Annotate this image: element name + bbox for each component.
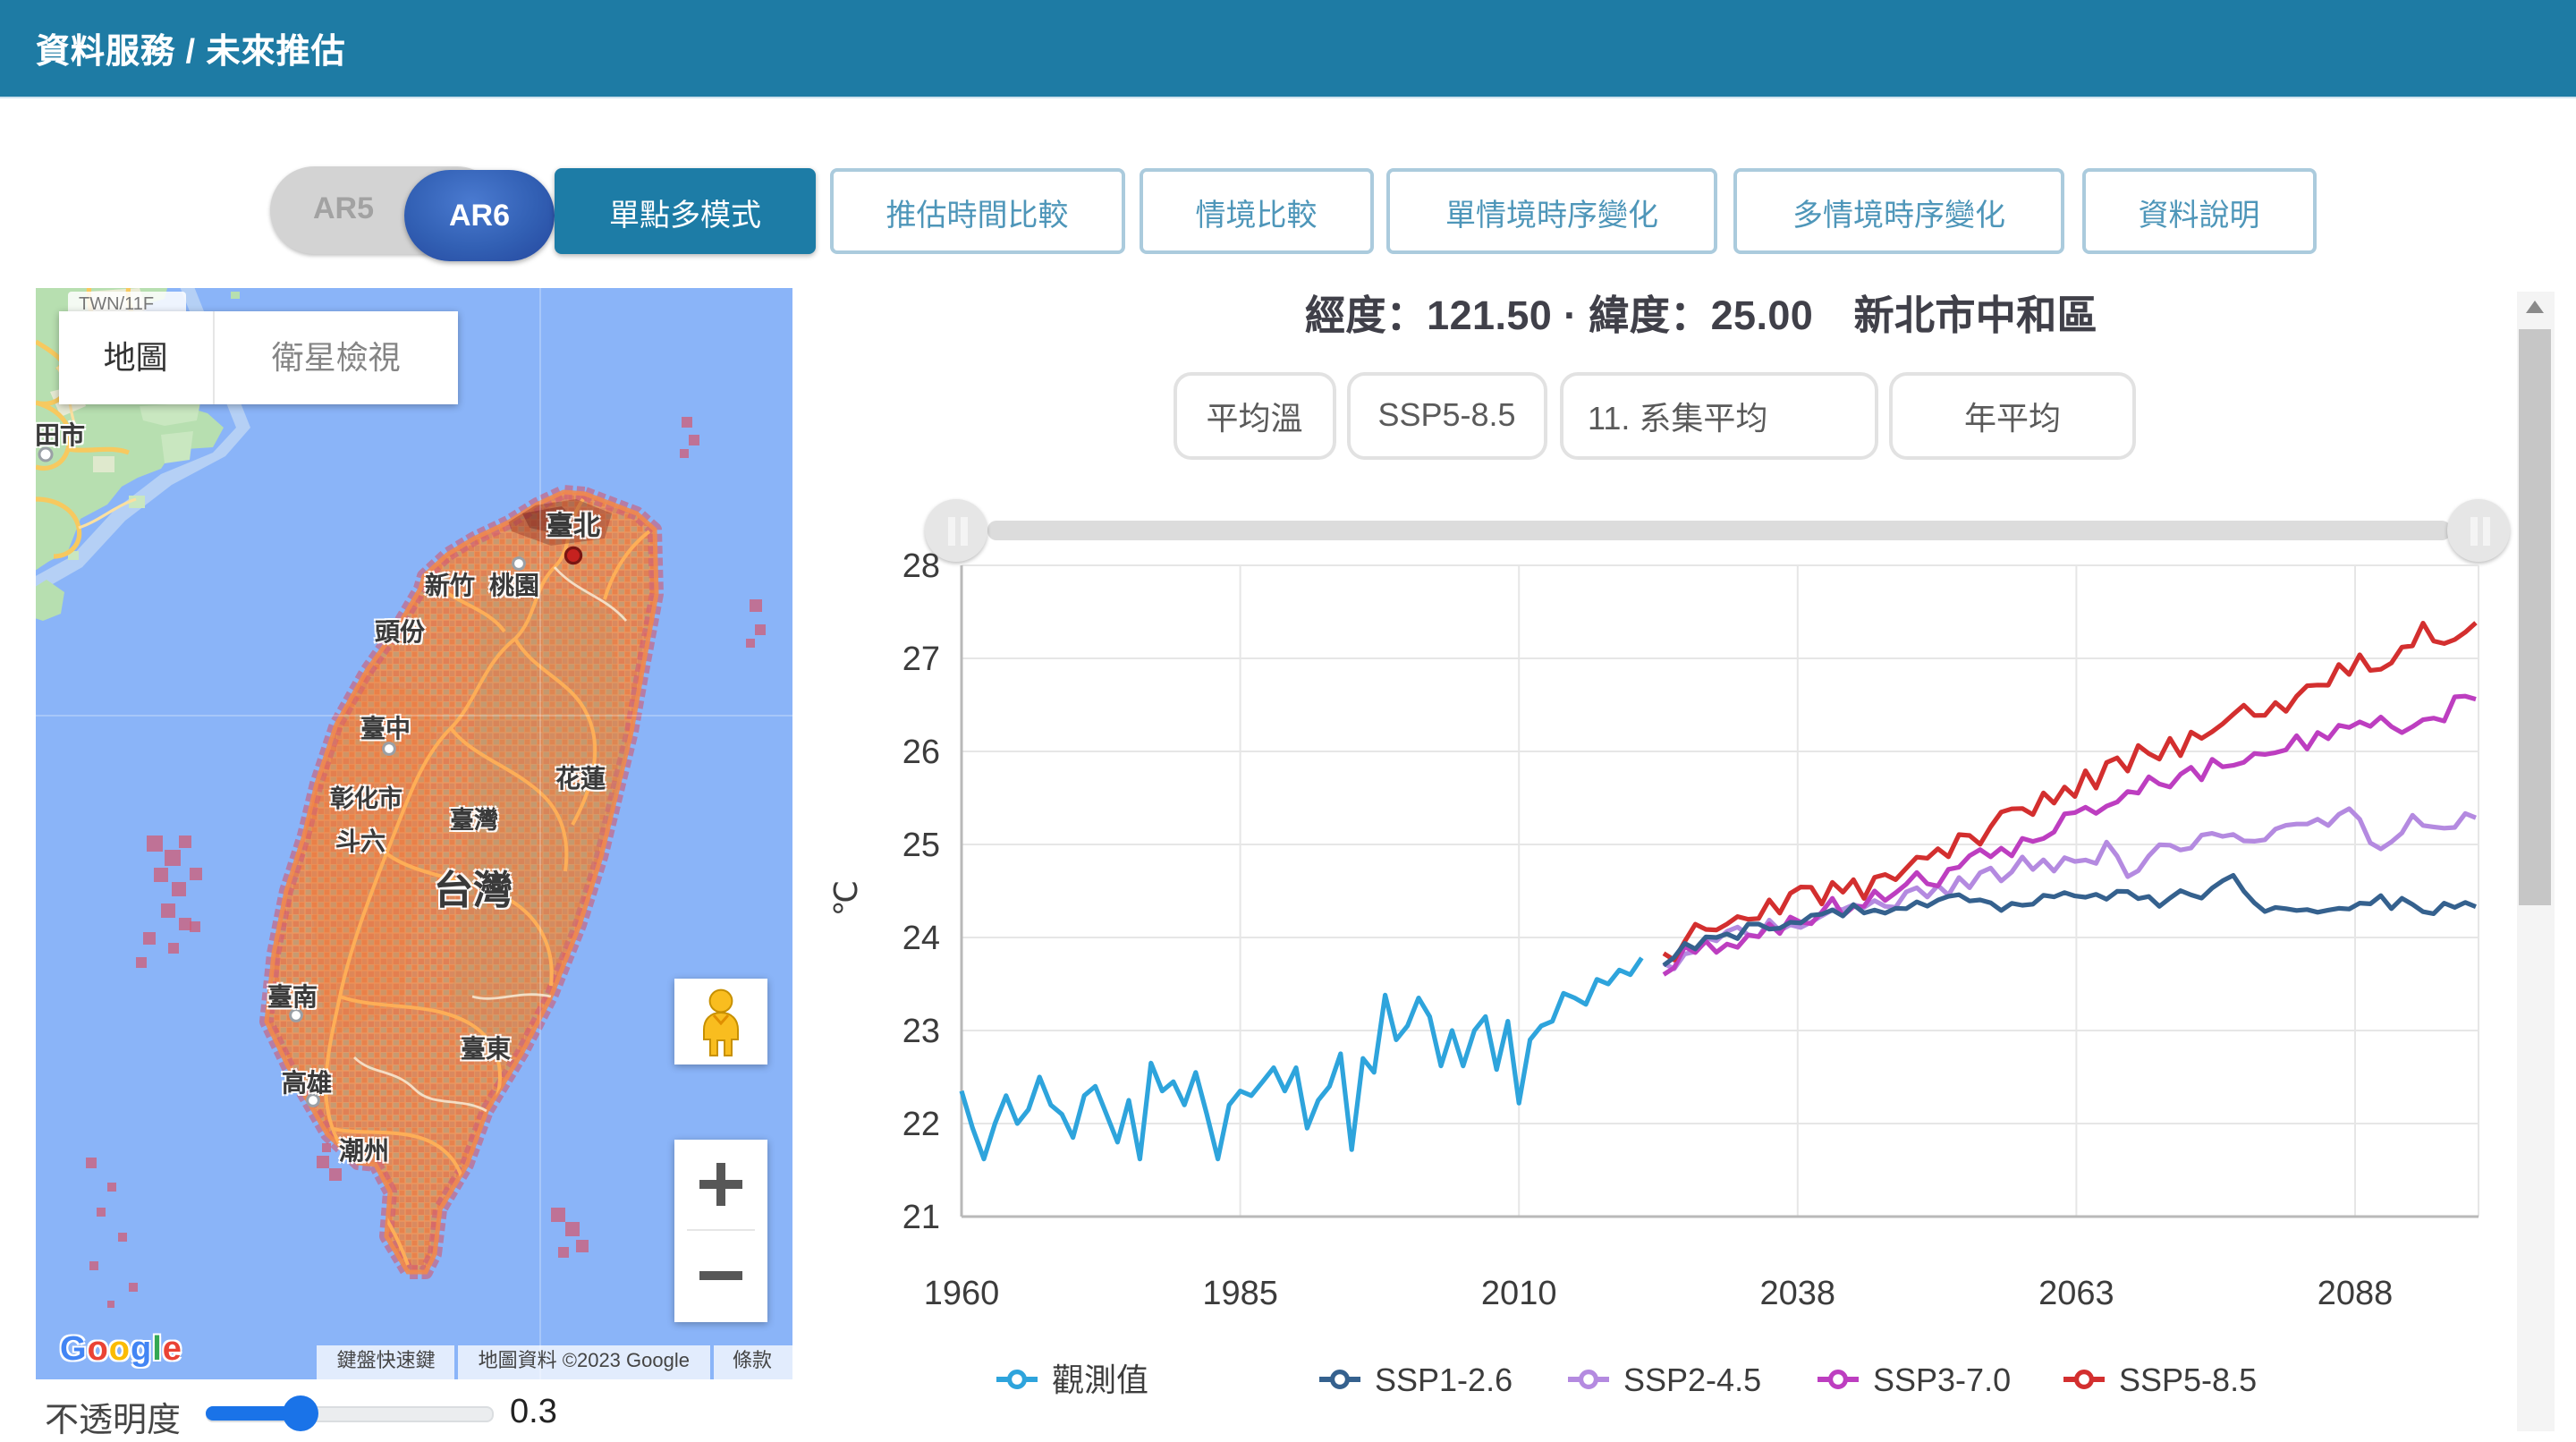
svg-text:SSP3-7.0: SSP3-7.0 [1873, 1361, 2011, 1398]
svg-text:TWN/11F: TWN/11F [78, 293, 153, 313]
svg-text:℃: ℃ [827, 880, 864, 916]
svg-text:SSP1-2.6: SSP1-2.6 [1375, 1361, 1513, 1398]
svg-text:1960: 1960 [924, 1275, 1000, 1312]
svg-text:22: 22 [902, 1106, 940, 1143]
svg-text:2063: 2063 [2038, 1275, 2114, 1312]
svg-text:27: 27 [902, 640, 940, 678]
svg-text:SSP2-4.5: SSP2-4.5 [1623, 1361, 1761, 1398]
svg-text:26: 26 [902, 734, 940, 771]
svg-text:23: 23 [902, 1013, 940, 1050]
svg-text:1985: 1985 [1202, 1275, 1278, 1312]
svg-text:觀測值: 觀測值 [1052, 1361, 1148, 1398]
svg-text:2088: 2088 [2318, 1275, 2394, 1312]
svg-text:25: 25 [902, 827, 940, 864]
svg-text:SSP5-8.5: SSP5-8.5 [2119, 1361, 2257, 1398]
svg-text:28: 28 [902, 547, 940, 585]
svg-text:2010: 2010 [1481, 1275, 1557, 1312]
svg-text:2038: 2038 [1760, 1275, 1836, 1312]
svg-text:24: 24 [902, 920, 940, 957]
svg-text:21: 21 [902, 1199, 940, 1236]
